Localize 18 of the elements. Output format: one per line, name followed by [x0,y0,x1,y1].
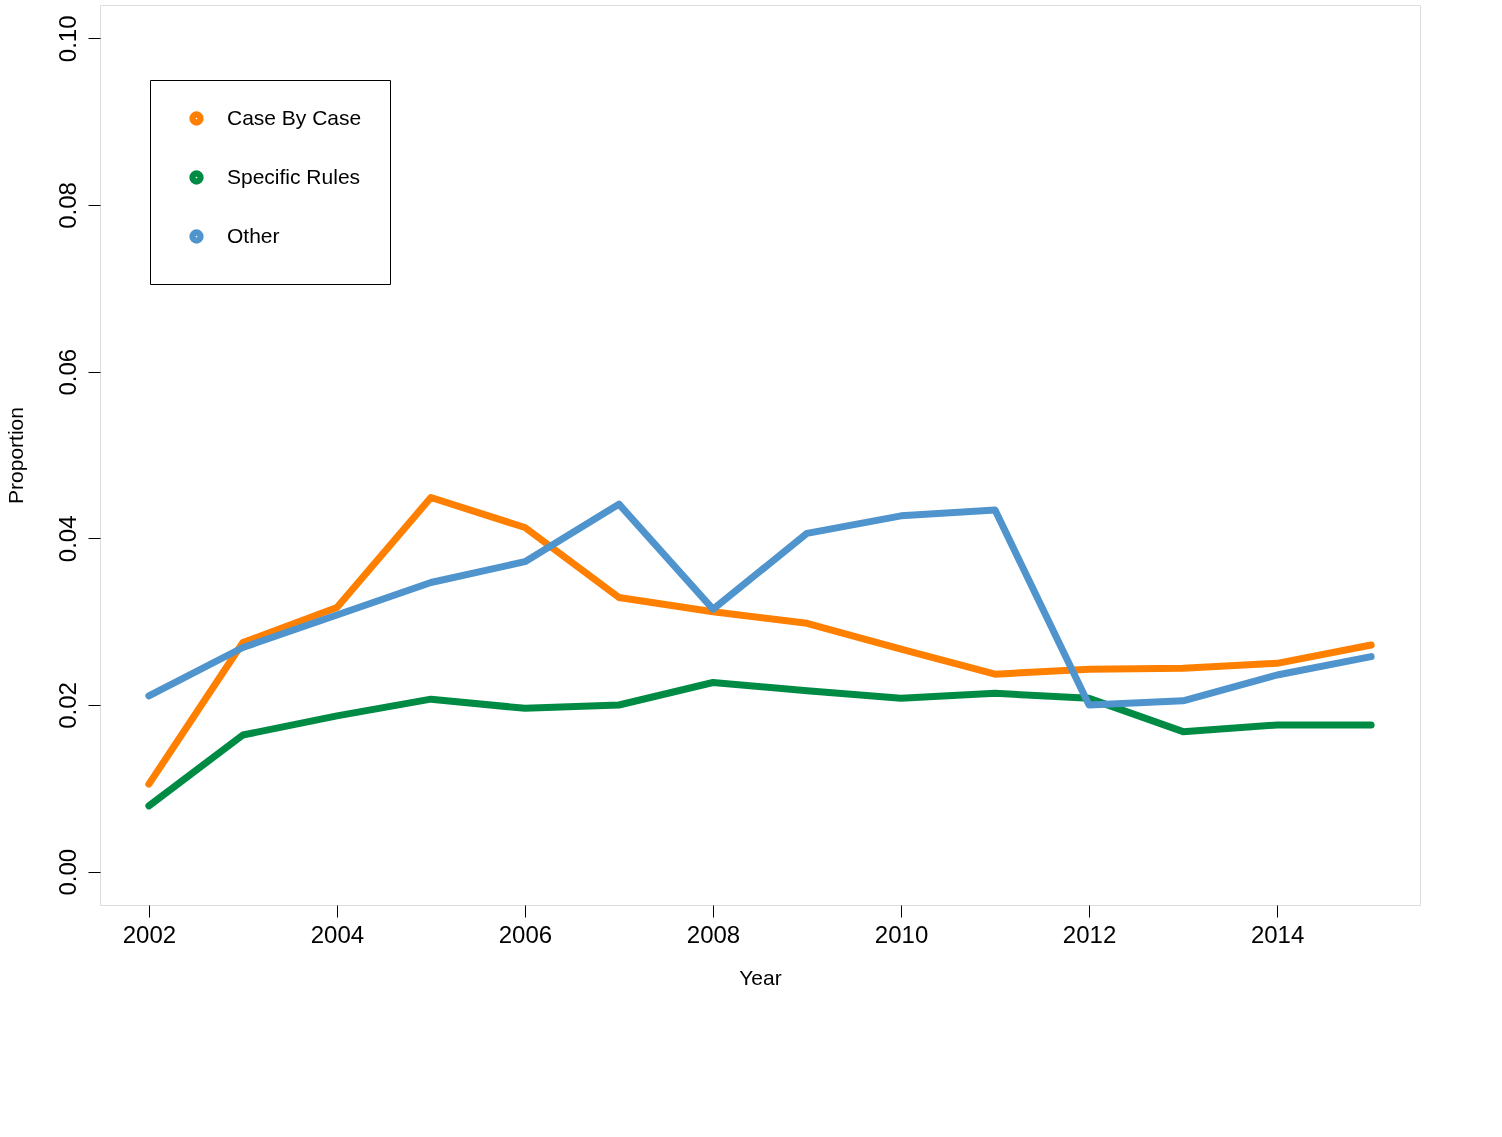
x-tick-label: 2006 [498,920,553,948]
x-tick-label: 2012 [1062,920,1117,948]
y-tick-label: 0.10 [53,15,81,63]
y-tick-label: 0.04 [53,515,81,563]
x-tick-label: 2014 [1250,920,1305,948]
x-axis-title: Year [739,965,782,989]
y-axis-title: Proportion [3,407,27,504]
y-tick-label: 0.02 [53,682,81,729]
x-tick-label: 2004 [310,920,365,948]
y-tick-label: 0.00 [53,848,81,896]
x-tick-label: 2010 [874,920,929,948]
x-tick-label: 2008 [686,920,741,948]
legend-label: Specific Rules [227,164,361,188]
x-tick-label: 2002 [122,920,177,948]
legend-label: Case By Case [227,105,362,129]
y-tick-label: 0.08 [53,182,81,229]
legend-label: Other [227,223,280,247]
y-tick-label: 0.06 [53,348,81,396]
